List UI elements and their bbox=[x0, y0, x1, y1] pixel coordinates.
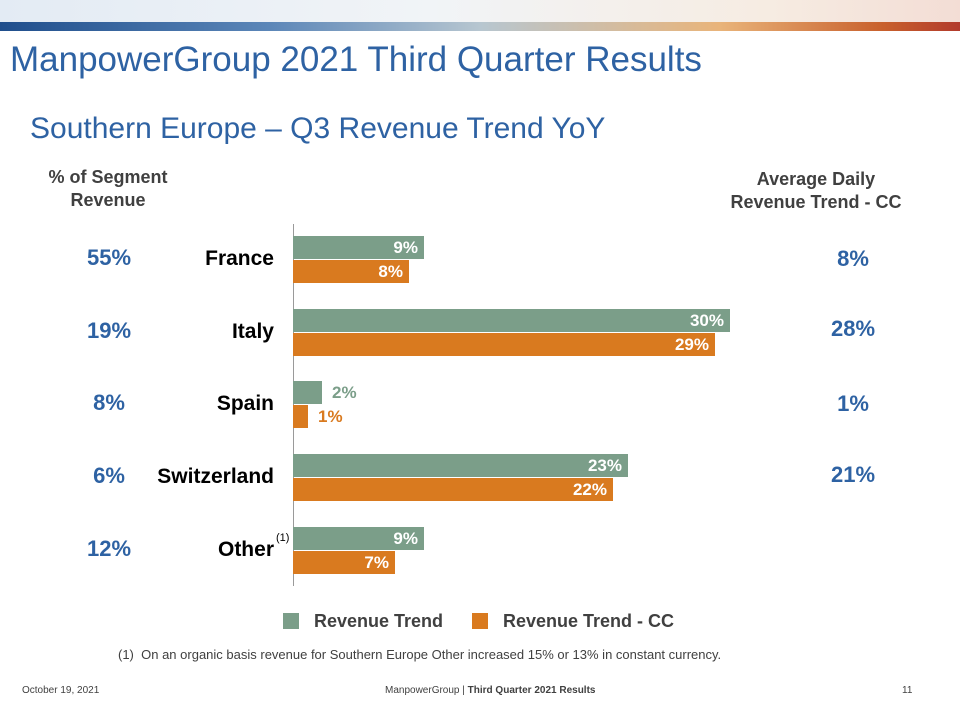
bar-revenue-trend-cc-switzerland bbox=[293, 478, 613, 501]
bar-revenue-trend-cc-other bbox=[293, 551, 395, 574]
bar-label-revenue-trend-other: 9% bbox=[393, 529, 418, 548]
slide-title: ManpowerGroup 2021 Third Quarter Results bbox=[10, 40, 702, 79]
bar-label-revenue-trend-cc-switzerland: 22% bbox=[572, 480, 607, 499]
adr-trend-header: Average Daily Revenue Trend - CC bbox=[700, 168, 932, 214]
bar-label-revenue-trend-cc-italy: 29% bbox=[674, 335, 709, 354]
adr-trend-cc-switzerland: 21% bbox=[830, 462, 876, 487]
segment-revenue-pct-france: 55% bbox=[86, 245, 132, 270]
footnote: (1) On an organic basis revenue for Sout… bbox=[118, 647, 721, 662]
category-label-italy: Italy bbox=[231, 320, 274, 343]
segment-revenue-pct-other: 12% bbox=[86, 536, 132, 561]
bar-label-revenue-trend-spain: 2% bbox=[332, 383, 357, 402]
adr-trend-header-line1: Average Daily bbox=[756, 169, 876, 189]
segment-revenue-pct-spain: 8% bbox=[93, 390, 125, 415]
footnote-text: On an organic basis revenue for Southern… bbox=[141, 647, 722, 662]
footer-report: Third Quarter 2021 Results bbox=[467, 685, 596, 696]
footnote-marker-other: (1) bbox=[276, 532, 290, 544]
adr-trend-cc-france: 8% bbox=[837, 246, 869, 271]
bar-revenue-trend-switzerland bbox=[293, 454, 628, 477]
bar-label-revenue-trend-france: 9% bbox=[393, 238, 418, 257]
segment-revenue-header-line1: % of Segment bbox=[48, 167, 168, 187]
bar-label-revenue-trend-cc-spain: 1% bbox=[318, 407, 343, 426]
bar-revenue-trend-cc-italy bbox=[293, 333, 715, 356]
segment-revenue-header-line2: Revenue bbox=[70, 190, 146, 210]
segment-revenue-pct-italy: 19% bbox=[86, 318, 132, 343]
slide-subtitle: Southern Europe – Q3 Revenue Trend YoY bbox=[30, 112, 606, 145]
bar-label-revenue-trend-switzerland: 23% bbox=[587, 456, 622, 475]
footer-date: October 19, 2021 bbox=[22, 685, 100, 696]
bar-revenue-trend-cc-spain bbox=[293, 405, 308, 428]
legend-label-revenue-trend: Revenue Trend bbox=[314, 611, 444, 631]
bar-revenue-trend-other bbox=[293, 527, 424, 550]
category-label-france: France bbox=[205, 247, 274, 270]
segment-revenue-pct-switzerland: 6% bbox=[93, 463, 125, 488]
bar-revenue-trend-cc-france bbox=[293, 260, 409, 283]
segment-revenue-header: % of Segment Revenue bbox=[30, 166, 186, 212]
bar-revenue-trend-france bbox=[293, 236, 424, 259]
bar-revenue-trend-italy bbox=[293, 309, 730, 332]
bar-label-revenue-trend-cc-france: 8% bbox=[378, 262, 403, 281]
category-label-other: Other bbox=[217, 538, 274, 561]
adr-trend-cc-italy: 28% bbox=[830, 316, 876, 341]
footnote-label: (1) bbox=[118, 647, 134, 662]
category-label-spain: Spain bbox=[216, 392, 274, 415]
top-gradient-band bbox=[0, 0, 960, 22]
page-number: 11 bbox=[902, 685, 913, 696]
bar-revenue-trend-spain bbox=[293, 381, 322, 404]
bar-label-revenue-trend-cc-other: 7% bbox=[364, 553, 389, 572]
legend-swatch-revenue-trend bbox=[283, 613, 299, 629]
footer-company: ManpowerGroup bbox=[385, 685, 460, 696]
adr-trend-cc-spain: 1% bbox=[837, 391, 869, 416]
top-accent-bar bbox=[0, 22, 960, 31]
bar-label-revenue-trend-italy: 30% bbox=[689, 311, 724, 330]
category-label-switzerland: Switzerland bbox=[157, 465, 274, 488]
footer-title: ManpowerGroup | Third Quarter 2021 Resul… bbox=[385, 685, 595, 696]
adr-trend-header-line2: Revenue Trend - CC bbox=[730, 192, 902, 212]
footer-separator: | bbox=[462, 685, 465, 696]
legend-swatch-revenue-trend-cc bbox=[472, 613, 488, 629]
legend-label-revenue-trend-cc: Revenue Trend - CC bbox=[503, 611, 675, 631]
